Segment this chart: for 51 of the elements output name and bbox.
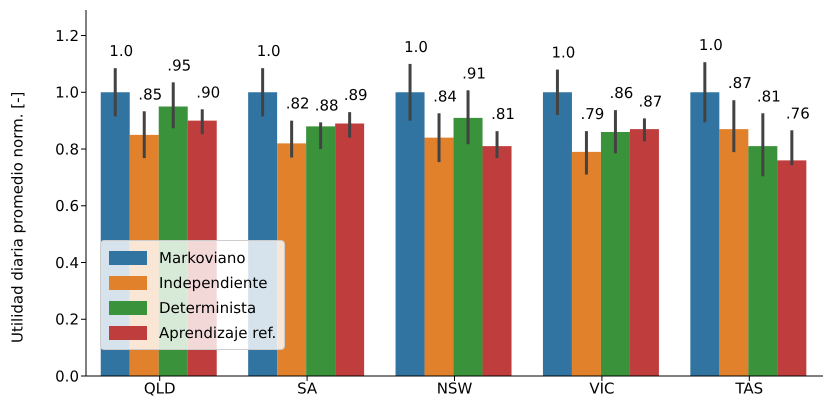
bar bbox=[396, 92, 425, 376]
bar bbox=[630, 129, 659, 376]
data-label: .81 bbox=[756, 87, 781, 106]
data-label: 1.0 bbox=[552, 44, 576, 62]
data-label: .87 bbox=[638, 92, 662, 110]
data-label: .81 bbox=[491, 105, 515, 124]
y-tick-label: 1.2 bbox=[55, 26, 79, 45]
data-label: .86 bbox=[610, 84, 634, 102]
legend-label: Independiente bbox=[159, 274, 268, 292]
legend-label: Markoviano bbox=[159, 248, 246, 266]
bar bbox=[335, 123, 364, 376]
bar bbox=[542, 92, 572, 376]
data-label: .76 bbox=[786, 104, 810, 122]
data-label: .89 bbox=[344, 86, 368, 104]
bar bbox=[424, 138, 454, 376]
bar bbox=[482, 146, 512, 376]
data-label: .79 bbox=[580, 105, 604, 124]
y-tick-label: 0.4 bbox=[55, 254, 79, 272]
bar bbox=[719, 129, 748, 376]
x-tick-label: NSW bbox=[436, 380, 472, 398]
bar bbox=[600, 132, 630, 376]
y-tick-label: 0.6 bbox=[55, 197, 79, 216]
bar bbox=[690, 92, 720, 376]
data-label: 1.0 bbox=[698, 36, 723, 54]
y-tick-label: 0.0 bbox=[55, 367, 79, 386]
y-tick-label: 0.2 bbox=[55, 310, 79, 329]
legend-label: Aprendizaje ref. bbox=[159, 324, 276, 342]
data-label: .87 bbox=[728, 74, 752, 92]
x-tick-label: QLD bbox=[144, 380, 176, 398]
data-label: .84 bbox=[433, 87, 457, 106]
data-label: .88 bbox=[314, 96, 339, 114]
bar bbox=[748, 146, 778, 376]
data-label: 1.0 bbox=[109, 42, 134, 60]
y-axis-title: Utilidad diaria promedio norm. [-] bbox=[8, 92, 26, 343]
x-tick-label: TAS bbox=[734, 380, 764, 398]
bar bbox=[306, 126, 336, 376]
data-label: 1.0 bbox=[256, 42, 281, 60]
x-tick-label: VIC bbox=[589, 380, 614, 398]
y-tick-label: 0.8 bbox=[55, 140, 79, 158]
legend-label: Determinista bbox=[159, 298, 256, 316]
bar bbox=[777, 160, 806, 376]
data-label: .85 bbox=[138, 85, 162, 104]
bar bbox=[454, 118, 483, 376]
x-tick-label: SA bbox=[297, 380, 318, 398]
data-label: 1.0 bbox=[404, 38, 428, 56]
y-tick-label: 1.0 bbox=[55, 84, 79, 102]
data-label: .82 bbox=[286, 94, 310, 113]
data-label: .90 bbox=[196, 83, 220, 102]
bar bbox=[572, 152, 601, 376]
data-label: .91 bbox=[462, 64, 486, 82]
data-label: .95 bbox=[167, 56, 192, 74]
